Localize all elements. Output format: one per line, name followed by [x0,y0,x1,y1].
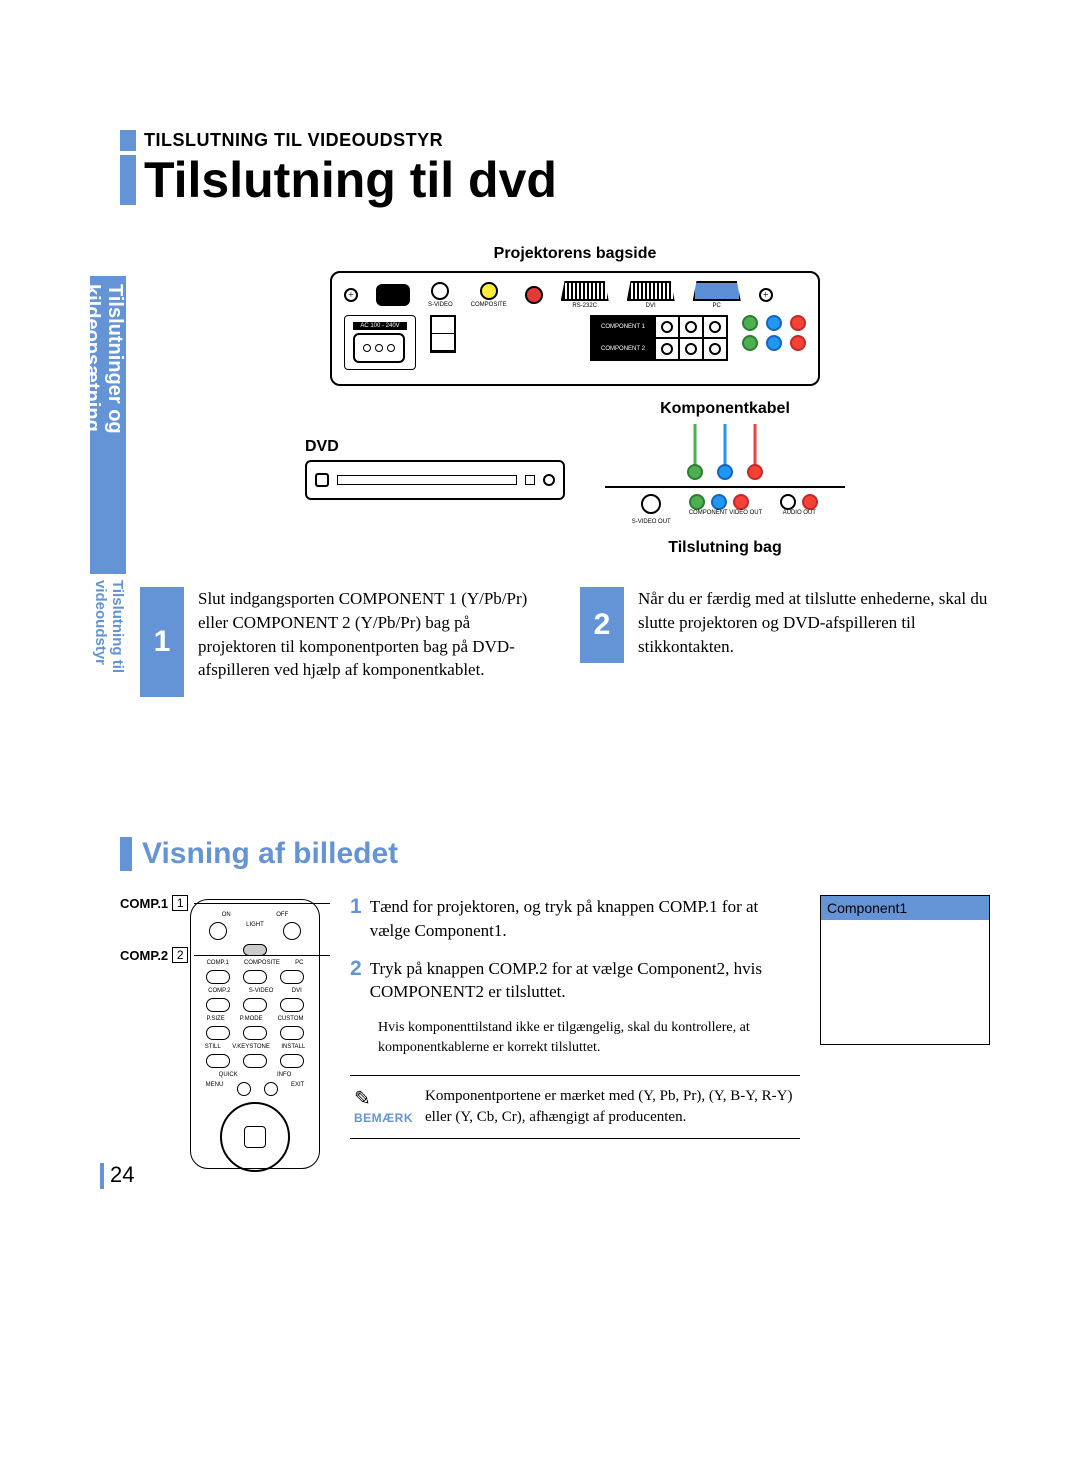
svideo-label: S-VIDEO [428,302,453,308]
dpad-icon [220,1102,290,1172]
rs232-port [561,281,609,301]
step-2: 2 Når du er færdig med at tilslutte enhe… [580,587,990,697]
dvi-port [627,281,675,301]
aux-port [525,286,543,304]
page-number: 24 [100,1162,134,1189]
cable-icon [680,424,770,480]
instructions-column: 1 Tænd for projektoren, og tryk på knapp… [350,895,800,1139]
connection-diagram: Projektorens bagside + S-VIDEO COMPOSITE… [160,245,990,557]
side-tab-sub: Tilslutning til videoudstyr [90,574,126,724]
note-text: Komponentportene er mærket med (Y, Pb, P… [425,1086,796,1128]
component-rca-out [742,315,806,351]
note-label: BEMÆRK [354,1111,413,1125]
osd-preview: Component1 [820,895,990,1045]
ac-inlet: AC 100 - 240V [344,315,416,370]
substep-1-num: 1 [350,895,362,943]
component-out-label: COMPONENT VIDEO OUT [689,510,763,516]
projector-back-panel: + S-VIDEO COMPOSITE RS-232C DVI [330,271,820,386]
pc-label: PC [713,303,721,309]
substep-note: Hvis komponenttilstand ikke er tilgængel… [378,1018,800,1057]
step-1-number: 1 [140,587,184,697]
dvd-player-front [305,460,565,500]
component2-label: COMPONENT 2 [591,338,655,360]
ir-window [376,284,410,306]
note-icon: ✎ [354,1086,413,1111]
substep-2-text: Tryk på knappen COMP.2 for at vælge Comp… [370,957,800,1005]
svideo-out-label: S-VIDEO OUT [632,519,671,525]
component-cable-label: Komponentkabel [660,400,790,418]
main-title: Tilslutning til dvd [120,155,990,205]
steps-row: 1 Slut indgangsporten COMPONENT 1 (Y/Pb/… [140,587,990,697]
ac-label: AC 100 - 240V [353,322,407,330]
comp2-callout: COMP.2 [120,948,168,963]
comp2-callout-num: 2 [172,947,188,963]
osd-label: Component1 [821,896,989,920]
svideo-port [431,282,449,300]
subsection-title: Visning af billedet [120,837,990,871]
power-switch [430,315,456,353]
dvd-label: DVD [305,438,565,456]
composite-port [480,282,498,300]
step-2-text: Når du er færdig med at tilslutte enhede… [638,587,990,697]
step-2-number: 2 [580,587,624,663]
remote-control-diagram: ONOFF LIGHT COMP.1COMPOSITEPC COMP.2S-VI… [190,899,320,1169]
pc-port [693,281,741,301]
audio-out-label: AUDIO OUT [780,510,818,516]
section-label: TILSLUTNING TIL VIDEOUDSTYR [120,130,990,151]
component-ports-grid: COMPONENT 1 COMPONENT 2 [590,315,728,361]
dvd-back-ports: S-VIDEO OUT COMPONENT VIDEO OUT AUDIO OU… [605,486,845,525]
remark-box: ✎ BEMÆRK Komponentportene er mærket med … [350,1075,800,1139]
screw-icon: + [344,288,358,302]
side-tab-main: Tilslutninger og kildeopsætning [90,276,126,574]
comp1-callout: COMP.1 [120,896,168,911]
component1-label: COMPONENT 1 [591,316,655,338]
step-1-text: Slut indgangsporten COMPONENT 1 (Y/Pb/Pr… [198,587,550,697]
connection-back-label: Tilslutning bag [668,539,781,557]
dvi-label: DVI [646,303,656,309]
comp1-callout-num: 1 [172,895,188,911]
remote-column: COMP.1 1 COMP.2 2 ONOFF LIGHT COMP.1COMP… [120,895,330,1169]
screw-icon: + [759,288,773,302]
projector-back-label: Projektorens bagside [160,245,990,263]
composite-label: COMPOSITE [471,302,507,308]
step-1: 1 Slut indgangsporten COMPONENT 1 (Y/Pb/… [140,587,550,697]
rs232-label: RS-232C [572,303,597,309]
substep-1-text: Tænd for projektoren, og tryk på knappen… [370,895,800,943]
substep-2-num: 2 [350,957,362,1005]
